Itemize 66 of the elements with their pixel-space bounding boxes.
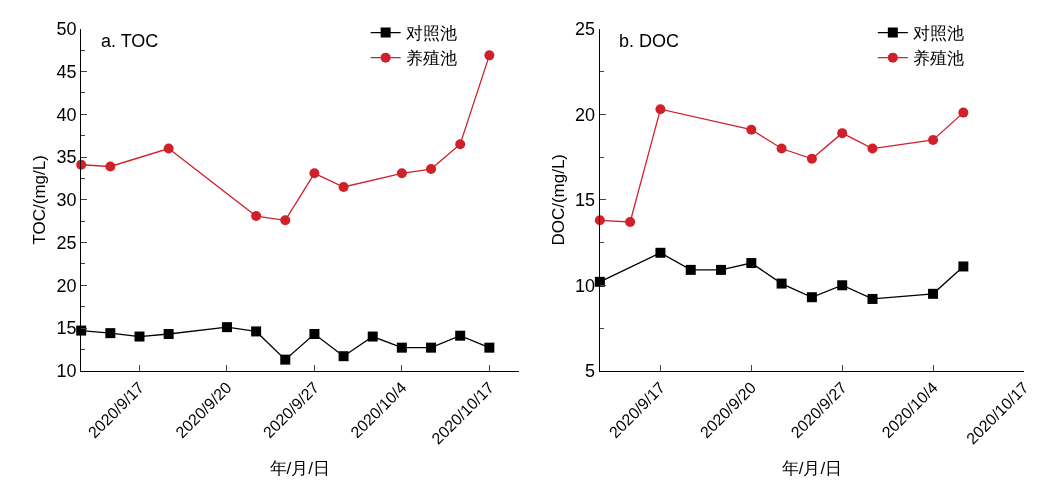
x-axis-title: 年/月/日 (269, 458, 331, 478)
point (396, 168, 407, 179)
point (163, 143, 174, 154)
point (105, 161, 116, 172)
point (338, 351, 349, 362)
point (655, 104, 666, 115)
y-axis-title: TOC/(mg/L) (29, 155, 49, 245)
point (746, 258, 757, 269)
y-tick-label: 35 (56, 147, 77, 168)
point (867, 143, 878, 154)
point (455, 139, 466, 150)
point (958, 107, 969, 118)
point (367, 331, 378, 342)
point (776, 143, 787, 154)
y-tick-label: 15 (56, 318, 77, 339)
point (625, 217, 636, 228)
point (837, 128, 848, 139)
legend-label: 对照池 (405, 24, 457, 44)
point (928, 288, 939, 299)
point (806, 292, 817, 303)
y-tick-label: 20 (56, 275, 77, 296)
y-tick-label: 30 (56, 190, 77, 211)
point (806, 153, 817, 164)
x-axis-title: 年/月/日 (781, 458, 843, 478)
point (685, 264, 696, 275)
point (134, 331, 145, 342)
point (105, 328, 116, 339)
point (251, 211, 262, 222)
legend-label: 对照池 (912, 24, 964, 44)
point (655, 247, 666, 258)
y-tick-label: 45 (56, 61, 77, 82)
point (163, 328, 174, 339)
y-tick-label: 25 (56, 232, 77, 253)
y-tick-label: 10 (575, 275, 596, 296)
y-tick-label: 5 (585, 361, 596, 382)
point (484, 342, 495, 353)
point (280, 354, 291, 365)
point (455, 330, 466, 341)
point (280, 215, 291, 226)
point (396, 342, 407, 353)
point (251, 326, 262, 337)
legend-label: 养殖池 (405, 49, 457, 69)
point (426, 342, 437, 353)
point (716, 264, 727, 275)
chart-title: b. DOC (619, 31, 680, 51)
legend-label: 养殖池 (912, 49, 964, 69)
y-tick-label: 10 (56, 361, 77, 382)
point (928, 134, 939, 145)
y-axis-title: DOC/(mg/L) (548, 153, 568, 246)
point (867, 293, 878, 304)
point (221, 322, 232, 333)
point (309, 168, 320, 179)
point (426, 164, 437, 175)
y-tick-label: 15 (575, 190, 596, 211)
y-tick-label: 40 (56, 104, 77, 125)
y-tick-label: 20 (575, 104, 596, 125)
point (958, 261, 969, 272)
point (338, 181, 349, 192)
point (746, 124, 757, 135)
point (837, 280, 848, 291)
y-tick-label: 50 (56, 19, 77, 40)
point (309, 328, 320, 339)
y-tick-label: 25 (575, 19, 596, 40)
chart-title: a. TOC (101, 31, 159, 51)
point (776, 278, 787, 289)
point (484, 50, 495, 61)
